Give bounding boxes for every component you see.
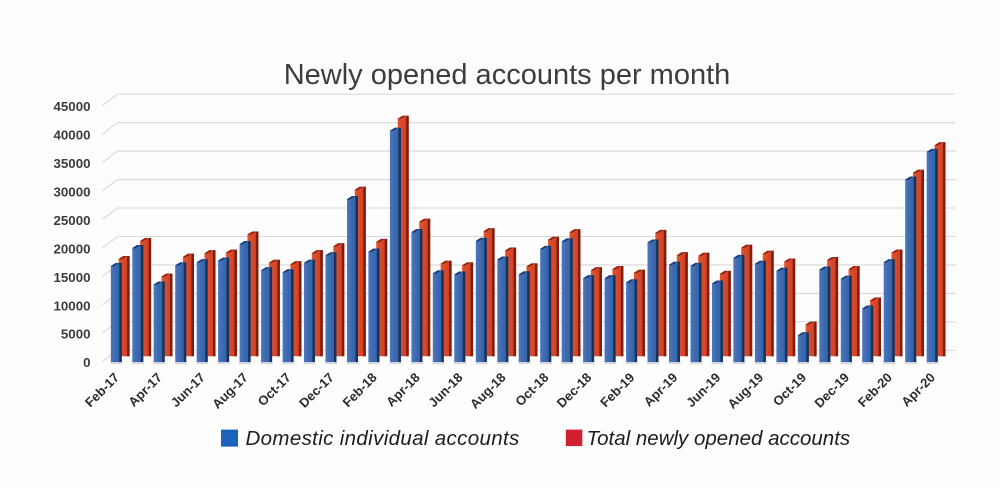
svg-text:0: 0 [83, 355, 90, 370]
svg-text:30000: 30000 [54, 185, 91, 200]
svg-text:15000: 15000 [54, 270, 91, 285]
svg-text:Newly opened accounts per mont: Newly opened accounts per month [284, 59, 731, 91]
svg-text:20000: 20000 [54, 241, 91, 256]
svg-text:Total newly opened accounts: Total newly opened accounts [587, 427, 851, 450]
svg-text:5000: 5000 [61, 327, 91, 342]
svg-text:45000: 45000 [54, 99, 91, 114]
svg-text:25000: 25000 [54, 213, 91, 228]
svg-text:Domestic individual accounts: Domestic individual accounts [246, 427, 520, 450]
svg-text:40000: 40000 [54, 128, 91, 143]
svg-text:35000: 35000 [54, 156, 91, 171]
svg-text:10000: 10000 [54, 298, 91, 313]
